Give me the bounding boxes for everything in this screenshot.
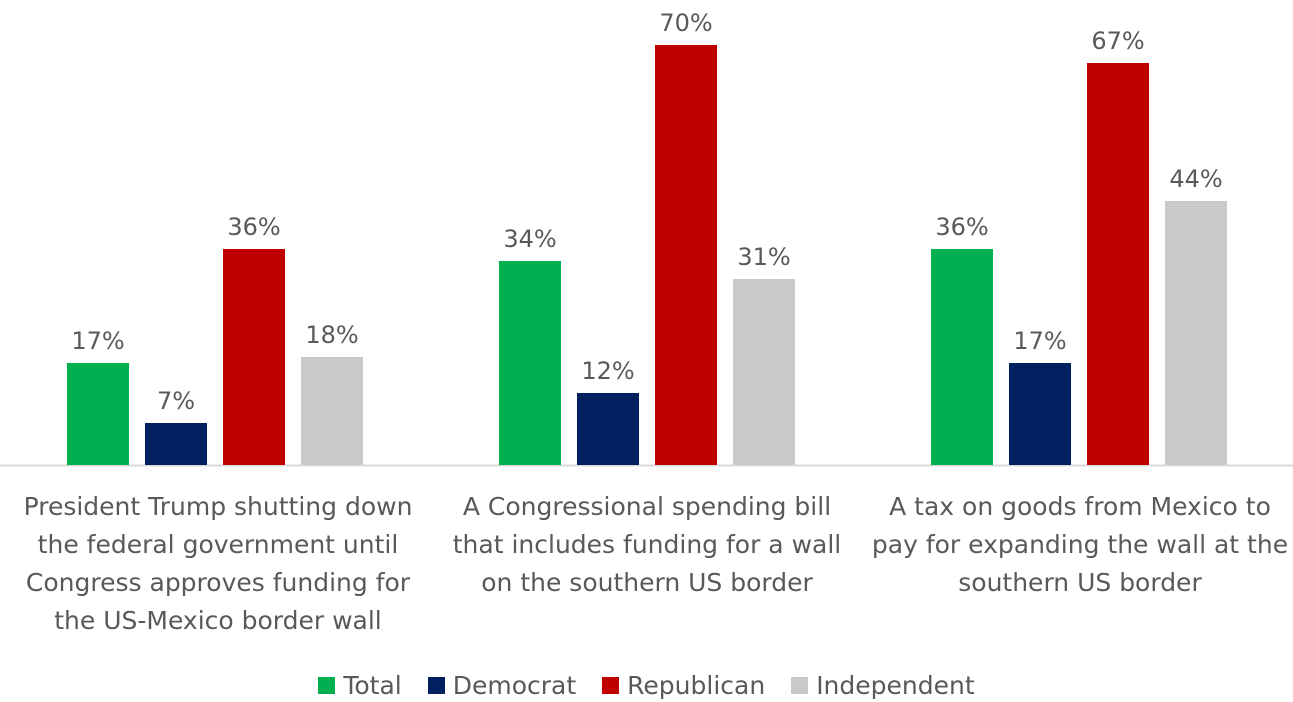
bar-independent-3 — [1165, 201, 1227, 465]
legend-swatch-democrat — [427, 676, 445, 694]
legend: Total Democrat Republican Independent — [0, 668, 1293, 702]
legend-item-republican: Republican — [602, 671, 765, 700]
data-label-total-3: 36% — [935, 213, 988, 241]
bar-total-3 — [931, 249, 993, 465]
category-label-spending-bill: A Congressional spending bill that inclu… — [452, 492, 842, 597]
data-label-republican-1: 36% — [227, 213, 280, 241]
legend-item-independent: Independent — [791, 670, 975, 700]
legend-swatch-total — [318, 676, 336, 694]
data-label-republican-2: 70% — [659, 9, 712, 37]
category-label-shutdown: President Trump shutting down the federa… — [23, 492, 413, 635]
data-label-independent-2: 31% — [737, 243, 790, 271]
data-label-total-2: 34% — [503, 225, 556, 253]
data-label-democrat-2: 12% — [581, 357, 634, 385]
bar-republican-3 — [1087, 63, 1149, 465]
bar-total-2 — [499, 261, 561, 465]
legend-label-democrat: Democrat — [452, 670, 577, 700]
bar-total-1 — [67, 363, 129, 465]
bar-republican-2 — [655, 45, 717, 465]
bar-democrat-1 — [145, 423, 207, 465]
legend-item-total: Total — [318, 670, 402, 700]
data-label-independent-3: 44% — [1169, 165, 1222, 193]
category-label-mexico-tax: A tax on goods from Mexico to pay for ex… — [871, 492, 1289, 597]
bar-independent-2 — [733, 279, 795, 465]
bar-independent-1 — [301, 357, 363, 465]
data-label-republican-3: 67% — [1091, 27, 1144, 55]
legend-swatch-republican — [602, 676, 620, 694]
legend-label-independent: Independent — [816, 670, 975, 700]
data-label-democrat-3: 17% — [1013, 327, 1066, 355]
legend-label-total: Total — [343, 670, 402, 700]
bar-republican-1 — [223, 249, 285, 465]
legend-swatch-independent — [791, 676, 809, 694]
legend-label-republican: Republican — [627, 670, 766, 700]
data-label-democrat-1: 7% — [157, 387, 195, 415]
bar-democrat-3 — [1009, 363, 1071, 465]
bar-democrat-2 — [577, 393, 639, 465]
legend-item-democrat: Democrat — [427, 670, 577, 700]
data-label-independent-1: 18% — [305, 321, 358, 349]
data-label-total-1: 17% — [71, 327, 124, 355]
